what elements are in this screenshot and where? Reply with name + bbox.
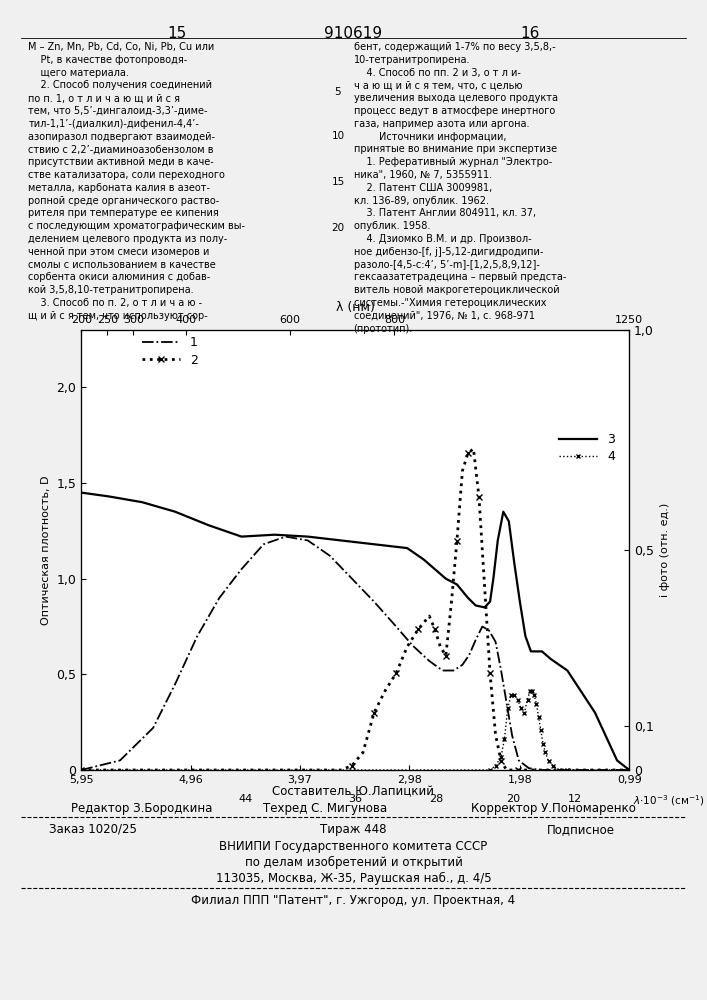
Text: $\lambda{\cdot}10^{-3}\ (\mathrm{см}^{-1})$: $\lambda{\cdot}10^{-3}\ (\mathrm{см}^{-1… <box>633 793 705 808</box>
Text: Составитель Ю.Лапицкий: Составитель Ю.Лапицкий <box>272 785 435 798</box>
Text: 28: 28 <box>428 794 443 804</box>
Text: Заказ 1020/25: Заказ 1020/25 <box>49 823 137 836</box>
Legend: 3, 4: 3, 4 <box>559 433 615 463</box>
Text: 10: 10 <box>332 131 344 141</box>
Text: 36: 36 <box>349 794 362 804</box>
Text: Филиал ППП "Патент", г. Ужгород, ул. Проектная, 4: Филиал ППП "Патент", г. Ужгород, ул. Про… <box>192 894 515 907</box>
Text: Корректор У.Пономаренко: Корректор У.Пономаренко <box>472 802 636 815</box>
Text: 12: 12 <box>568 794 582 804</box>
Text: 20: 20 <box>332 223 344 233</box>
Y-axis label: Оптическая плотность, D: Оптическая плотность, D <box>41 475 51 625</box>
X-axis label: λ (нм): λ (нм) <box>336 301 375 314</box>
Text: М – Zn, Mn, Pb, Cd, Co, Ni, Pb, Cu или
    Pt, в качестве фотопроводя-
    щего : М – Zn, Mn, Pb, Cd, Co, Ni, Pb, Cu или P… <box>28 42 245 321</box>
Text: 16: 16 <box>520 26 540 41</box>
Text: 15: 15 <box>332 177 344 187</box>
Text: 910619: 910619 <box>325 26 382 41</box>
Text: бент, содержащий 1-7% по весу 3,5,8,-
10-тетранитропирена.
    4. Способ по пп. : бент, содержащий 1-7% по весу 3,5,8,- 10… <box>354 42 566 334</box>
Text: по делам изобретений и открытий: по делам изобретений и открытий <box>245 856 462 869</box>
Text: Тираж 448: Тираж 448 <box>320 823 387 836</box>
Y-axis label: i фото (отн. ед.): i фото (отн. ед.) <box>660 503 670 597</box>
Text: 113035, Москва, Ж-35, Раушская наб., д. 4/5: 113035, Москва, Ж-35, Раушская наб., д. … <box>216 872 491 885</box>
Text: 44: 44 <box>239 794 253 804</box>
Text: Подписное: Подписное <box>547 823 615 836</box>
Text: Редактор З.Бородкина: Редактор З.Бородкина <box>71 802 212 815</box>
Text: ВНИИПИ Государственного комитета СССР: ВНИИПИ Государственного комитета СССР <box>219 840 488 853</box>
Text: 15: 15 <box>167 26 187 41</box>
Text: 20: 20 <box>506 794 520 804</box>
Text: Техред С. Мигунова: Техред С. Мигунова <box>263 802 387 815</box>
Text: 5: 5 <box>334 87 341 97</box>
